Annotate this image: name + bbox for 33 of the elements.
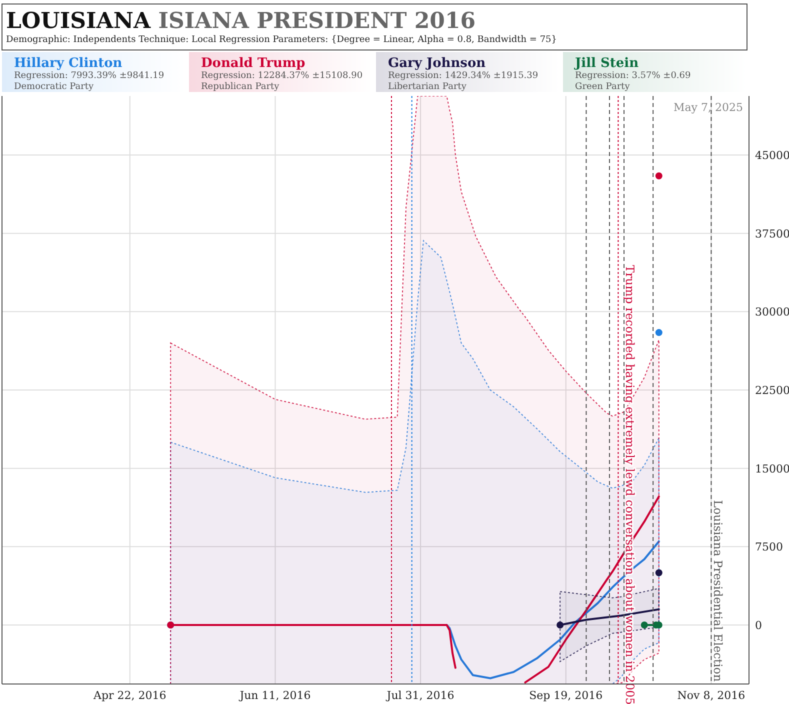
text: Regression: 7993.39% ±9841.19: [14, 71, 164, 81]
ref-line-label: Louisiana Presidential Election: [711, 500, 726, 682]
chart-title: LOUISIANA ISIANA PRESIDENT 2016: [6, 8, 476, 34]
x-tick-label: Nov 8, 2016: [677, 689, 746, 702]
point: [556, 621, 564, 628]
point: [655, 329, 662, 336]
point: [655, 172, 662, 180]
text: Gary Johnson: [388, 56, 486, 71]
y-tick-label: 7500: [755, 540, 783, 554]
point: [640, 621, 648, 628]
text: Regression: 3.57% ±0.69: [575, 71, 692, 81]
x-tick-label: Apr 22, 2016: [92, 689, 166, 702]
x-tick-label: Jun 11, 2016: [238, 689, 311, 702]
text: Democratic Party: [14, 82, 95, 92]
y-tick-label: 15000: [755, 462, 789, 476]
annotation: May 7, 2025: [673, 101, 743, 114]
text: Donald Trump: [201, 56, 306, 71]
text: Hillary Clinton: [14, 56, 123, 71]
y-tick-label: 22500: [755, 384, 789, 397]
y-tick-label: 37500: [755, 227, 789, 240]
text: Libertarian Party: [388, 82, 468, 92]
chart-subtitle: Demographic: Independents Technique: Local Regression Parameters: {Degree = Linear, Alpha = 0.8, Bandwidth = 75}: [6, 35, 557, 45]
text: Republican Party: [201, 82, 280, 92]
y-tick-label: 45000: [755, 149, 789, 162]
y-tick-label: 0: [755, 618, 762, 632]
y-tick-label: 30000: [755, 306, 789, 319]
text: Regression: 12284.37% ±15108.90: [201, 71, 363, 81]
point: [655, 569, 662, 576]
text: Green Party: [575, 82, 631, 92]
x-tick-label: Sep 19, 2016: [529, 689, 603, 702]
x-tick-label: Jul 31, 2016: [386, 689, 454, 702]
text: Regression: 1429.34% ±1915.39: [388, 71, 538, 81]
text: Jill Stein: [574, 56, 640, 71]
